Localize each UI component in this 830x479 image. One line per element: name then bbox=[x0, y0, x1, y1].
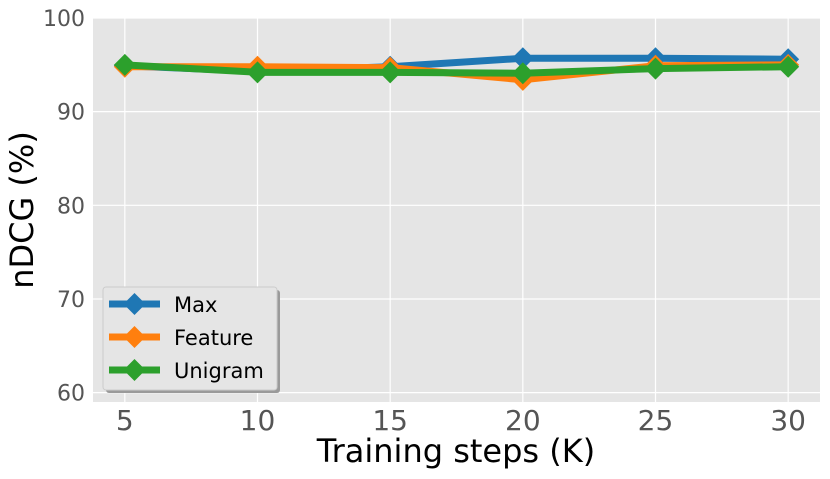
x-axis-title: Training steps (K) bbox=[316, 432, 595, 470]
y-tick-labels: 60 70 80 90 100 bbox=[43, 7, 85, 407]
data-point-marker bbox=[379, 61, 402, 84]
x-tick-label: 15 bbox=[372, 404, 408, 437]
legend-label: Unigram bbox=[174, 359, 264, 383]
y-axis-title: nDCG (%) bbox=[3, 131, 41, 289]
y-tick-label: 70 bbox=[57, 288, 85, 313]
y-tick-label: 100 bbox=[43, 7, 85, 32]
data-point-marker bbox=[113, 53, 136, 76]
x-tick-label: 5 bbox=[116, 404, 134, 437]
y-tick-label: 60 bbox=[57, 382, 85, 407]
legend-item-max: Max bbox=[109, 293, 217, 317]
x-tick-label: 30 bbox=[770, 404, 806, 437]
series-unigram bbox=[113, 53, 800, 85]
legend-box bbox=[102, 286, 278, 391]
y-tick-label: 90 bbox=[57, 101, 85, 126]
legend-swatch-marker bbox=[123, 293, 146, 315]
legend-label: Feature bbox=[174, 326, 253, 350]
x-tick-labels: 5 10 15 20 25 30 bbox=[116, 404, 806, 437]
legend-swatch-marker bbox=[123, 359, 146, 381]
legend-item-unigram: Unigram bbox=[109, 359, 264, 383]
data-point-marker bbox=[511, 47, 534, 70]
series-group bbox=[113, 47, 800, 91]
y-tick-label: 80 bbox=[57, 194, 85, 219]
legend-swatch-marker bbox=[123, 326, 146, 348]
x-tick-label: 10 bbox=[240, 404, 276, 437]
data-point-marker bbox=[511, 62, 534, 85]
x-tick-label: 20 bbox=[505, 404, 541, 437]
legend: Max Feature Unigram bbox=[102, 286, 280, 393]
data-point-marker bbox=[644, 57, 667, 80]
data-point-marker bbox=[246, 61, 269, 84]
x-tick-label: 25 bbox=[638, 404, 674, 437]
series-line bbox=[121, 61, 792, 77]
legend-items: Max Feature Unigram bbox=[109, 293, 264, 383]
data-point-marker bbox=[777, 55, 800, 78]
legend-label: Max bbox=[174, 293, 217, 317]
legend-item-feature: Feature bbox=[109, 326, 253, 350]
